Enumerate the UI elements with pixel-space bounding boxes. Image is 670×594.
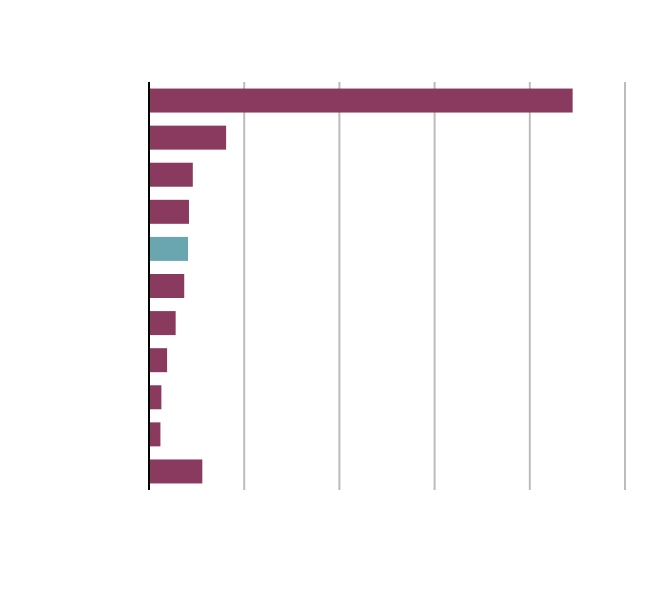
bar	[149, 125, 227, 150]
bar	[149, 199, 189, 224]
bar	[149, 274, 185, 298]
bar	[149, 459, 203, 484]
bar	[149, 385, 162, 410]
bar	[149, 311, 176, 336]
bar	[149, 88, 573, 113]
bar	[149, 236, 189, 261]
bar	[149, 162, 193, 187]
bar	[149, 348, 168, 373]
bar	[149, 422, 161, 447]
